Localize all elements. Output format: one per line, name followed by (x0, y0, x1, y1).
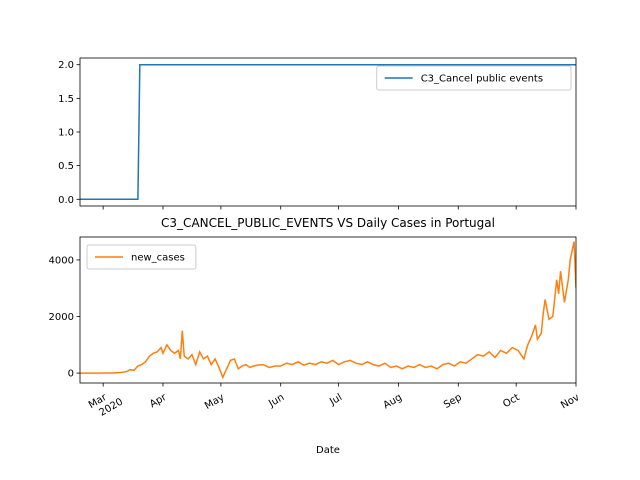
y-tick-label: 4000 (49, 255, 74, 266)
series-line (80, 241, 576, 380)
x-axis-label: Date (316, 445, 340, 456)
y-tick-label: 1.0 (58, 128, 74, 139)
y-tick-label: 0 (68, 369, 74, 380)
legend-box (376, 65, 572, 91)
legend-box (86, 244, 197, 270)
axes-frame (79, 236, 577, 384)
series-line (80, 63, 576, 201)
y-tick-label: 0.0 (58, 195, 74, 206)
legend-label: C3_Cancel public events (421, 74, 543, 85)
y-tick-label: 0.5 (58, 161, 74, 172)
y-tick-label: 2000 (49, 312, 74, 323)
y-tick-label: 1.5 (58, 94, 74, 105)
y-tick-label: 2.0 (58, 60, 74, 71)
axes-frame (79, 57, 577, 207)
chart-title: C3_CANCEL_PUBLIC_EVENTS VS Daily Cases i… (161, 216, 495, 230)
legend-label: new_cases (131, 253, 185, 264)
